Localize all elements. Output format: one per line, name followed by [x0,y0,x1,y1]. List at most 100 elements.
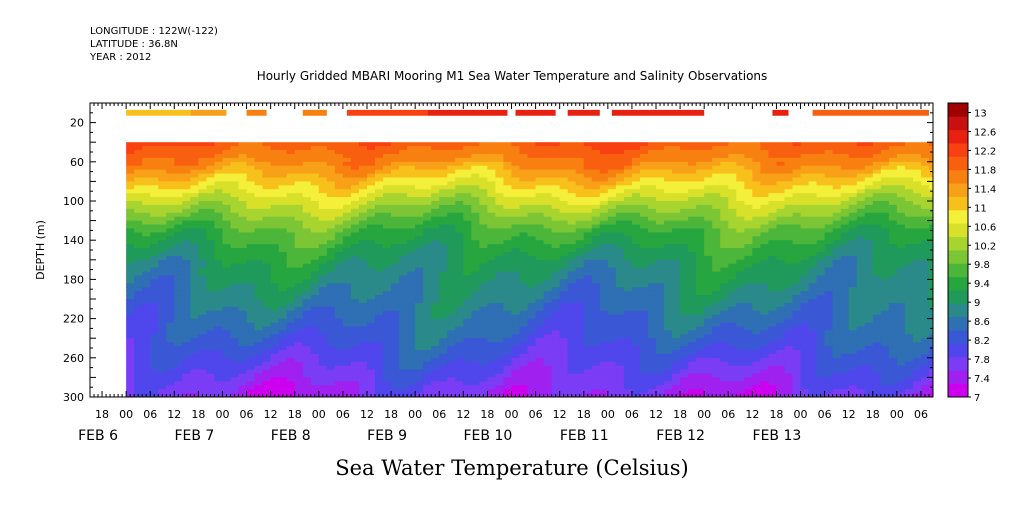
heatmap-cell [166,349,175,355]
heatmap-cell [254,381,264,386]
heatmap-cell [656,267,665,273]
heatmap-cell [278,204,288,210]
heatmap-cell [391,267,400,273]
heatmap-cell [222,185,231,190]
heatmap-cell [262,334,272,339]
heatmap-cell [270,279,280,284]
heatmap-cell [126,299,135,304]
heatmap-cell [559,342,569,347]
heatmap-cell [672,299,681,304]
heatmap-cell [591,326,601,331]
heatmap-cell [358,381,368,386]
heatmap-cell [415,271,424,276]
heatmap-cell [318,189,328,194]
heatmap-cell [407,142,416,147]
heatmap-cell [254,377,264,382]
heatmap-cell [366,342,376,347]
heatmap-cell [511,220,521,226]
heatmap-cell [334,267,344,273]
heatmap-cell [407,377,416,382]
heatmap-cell [383,385,392,390]
heatmap-cell [559,177,569,182]
heatmap-cell [503,346,512,351]
heatmap-cell [607,228,617,233]
heatmap-cell [591,165,601,171]
heatmap-cell [262,357,272,363]
heatmap-cell [696,279,705,284]
heatmap-cell [615,161,625,167]
heatmap-cell [656,251,665,257]
heatmap-cell [656,157,665,163]
heatmap-cell [495,373,504,378]
heatmap-cell [664,271,673,276]
heatmap-cell [439,263,448,269]
heatmap-cell [607,142,617,147]
heatmap-cell [142,353,151,359]
heatmap-cell [583,228,593,233]
heatmap-cell [575,165,585,171]
heatmap-cell [391,295,400,300]
heatmap-cell [391,330,400,335]
heatmap-cell [166,322,175,327]
heatmap-cell [270,334,280,339]
heatmap-cell [334,299,344,304]
heatmap-cell [286,342,296,347]
heatmap-cell [150,146,159,151]
heatmap-cell [615,279,625,284]
heatmap-cell [391,244,400,249]
heatmap-cell [391,377,400,382]
heatmap-cell [174,346,183,351]
heatmap-cell [463,310,472,316]
heatmap-cell [423,318,432,324]
heatmap-cell [294,181,304,186]
heatmap-cell [222,318,231,324]
heatmap-cell [126,251,135,257]
heatmap-cell [591,318,601,324]
heatmap-cell [334,161,344,167]
heatmap-cell [639,240,649,245]
heatmap-cell [720,326,729,331]
heatmap-cell [246,322,256,327]
heatmap-cell [278,295,288,300]
heatmap-cell [615,255,625,261]
heatmap-cell [383,334,392,339]
heatmap-cell [238,385,248,390]
heatmap-cell [182,373,191,378]
heatmap-cell [286,279,296,284]
heatmap-cell [254,224,264,229]
heatmap-cell [294,224,304,229]
heatmap-cell [583,314,593,320]
heatmap-cell [511,263,521,269]
heatmap-cell [206,275,215,280]
heatmap-cell [326,357,336,363]
heatmap-cell [134,189,143,194]
heatmap-cell [294,267,304,273]
heatmap-cell [206,255,215,261]
heatmap-cell [615,185,625,190]
heatmap-cell [463,330,472,335]
heatmap-cell [623,228,633,233]
heatmap-cell [591,161,601,167]
heatmap-cell [680,357,689,363]
heatmap-cell [206,153,215,159]
heatmap-cell [607,349,617,355]
heatmap-cell [399,381,408,386]
heatmap-cell [366,349,376,355]
heatmap-cell [688,295,697,300]
heatmap-cell [286,146,296,151]
heatmap-cell [174,169,183,175]
heatmap-cell [503,279,512,284]
heatmap-cell [447,295,456,300]
heatmap-cell [391,157,400,163]
heatmap-cell [623,346,633,351]
heatmap-cell [647,295,657,300]
heatmap-cell [511,389,521,394]
heatmap-cell [543,338,553,343]
heatmap-cell [495,204,504,210]
heatmap-cell [326,216,336,222]
heatmap-cell [575,232,585,237]
heatmap-cell [230,204,240,210]
heatmap-cell [647,385,657,390]
heatmap-cell [672,259,681,265]
heatmap-cell [230,236,240,241]
